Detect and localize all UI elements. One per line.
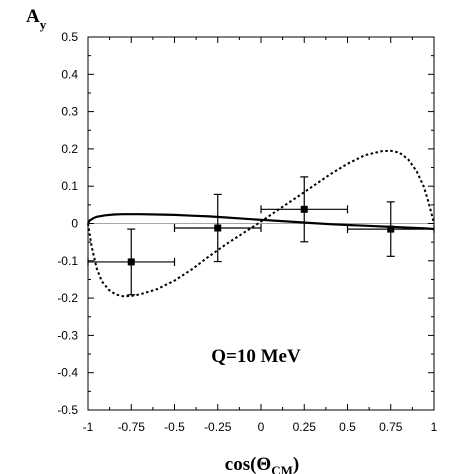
y-tick-label: -0.5 xyxy=(57,403,78,417)
data-marker xyxy=(214,224,222,232)
annotation-label: Q=10 MeV xyxy=(211,346,301,367)
x-tick-label: 0.5 xyxy=(339,420,356,434)
axes: -0.5 -0.4 -0.3 -0.2 -0.1 0 0.1 0.2 0.3 0.4 0.5 -1 -0… xyxy=(57,30,437,434)
y-axis-label-main: A xyxy=(26,6,40,27)
data-marker xyxy=(387,225,395,233)
x-tick-label: -0.5 xyxy=(164,420,185,434)
x-axis-label: cos(ΘCM) xyxy=(225,454,299,474)
y-tick-label: 0.4 xyxy=(61,67,78,81)
x-tick-label: 0.25 xyxy=(293,420,317,434)
x-tick-label: -0.25 xyxy=(204,420,232,434)
x-axis-label-main: cos(Θ xyxy=(225,454,271,474)
dotted-curve xyxy=(87,149,435,298)
x-tick-label: 0.75 xyxy=(379,420,403,434)
x-tick-label: -1 xyxy=(83,420,94,434)
y-tick-label: -0.1 xyxy=(57,254,78,268)
y-axis-label: Ay xyxy=(26,6,47,32)
y-tick-label: -0.3 xyxy=(57,328,78,342)
data-marker xyxy=(127,258,135,266)
y-axis-label-sub: y xyxy=(40,17,47,32)
y-tick-label: 0.1 xyxy=(61,179,78,193)
x-axis-label-close: ) xyxy=(293,454,299,474)
y-tick-label: 0.2 xyxy=(61,142,78,156)
x-tick-label: 1 xyxy=(431,420,438,434)
y-tick-label: 0.3 xyxy=(61,105,78,119)
data-points xyxy=(87,176,435,296)
y-tick-label: 0 xyxy=(71,217,78,231)
y-tick-label: -0.4 xyxy=(57,366,78,380)
data-marker xyxy=(300,205,308,213)
y-tick-label: -0.2 xyxy=(57,291,78,305)
y-tick-label: 0.5 xyxy=(61,30,78,44)
x-tick-label: -0.75 xyxy=(118,420,146,434)
x-axis-label-sub: CM xyxy=(271,463,293,474)
x-tick-label: 0 xyxy=(258,420,265,434)
